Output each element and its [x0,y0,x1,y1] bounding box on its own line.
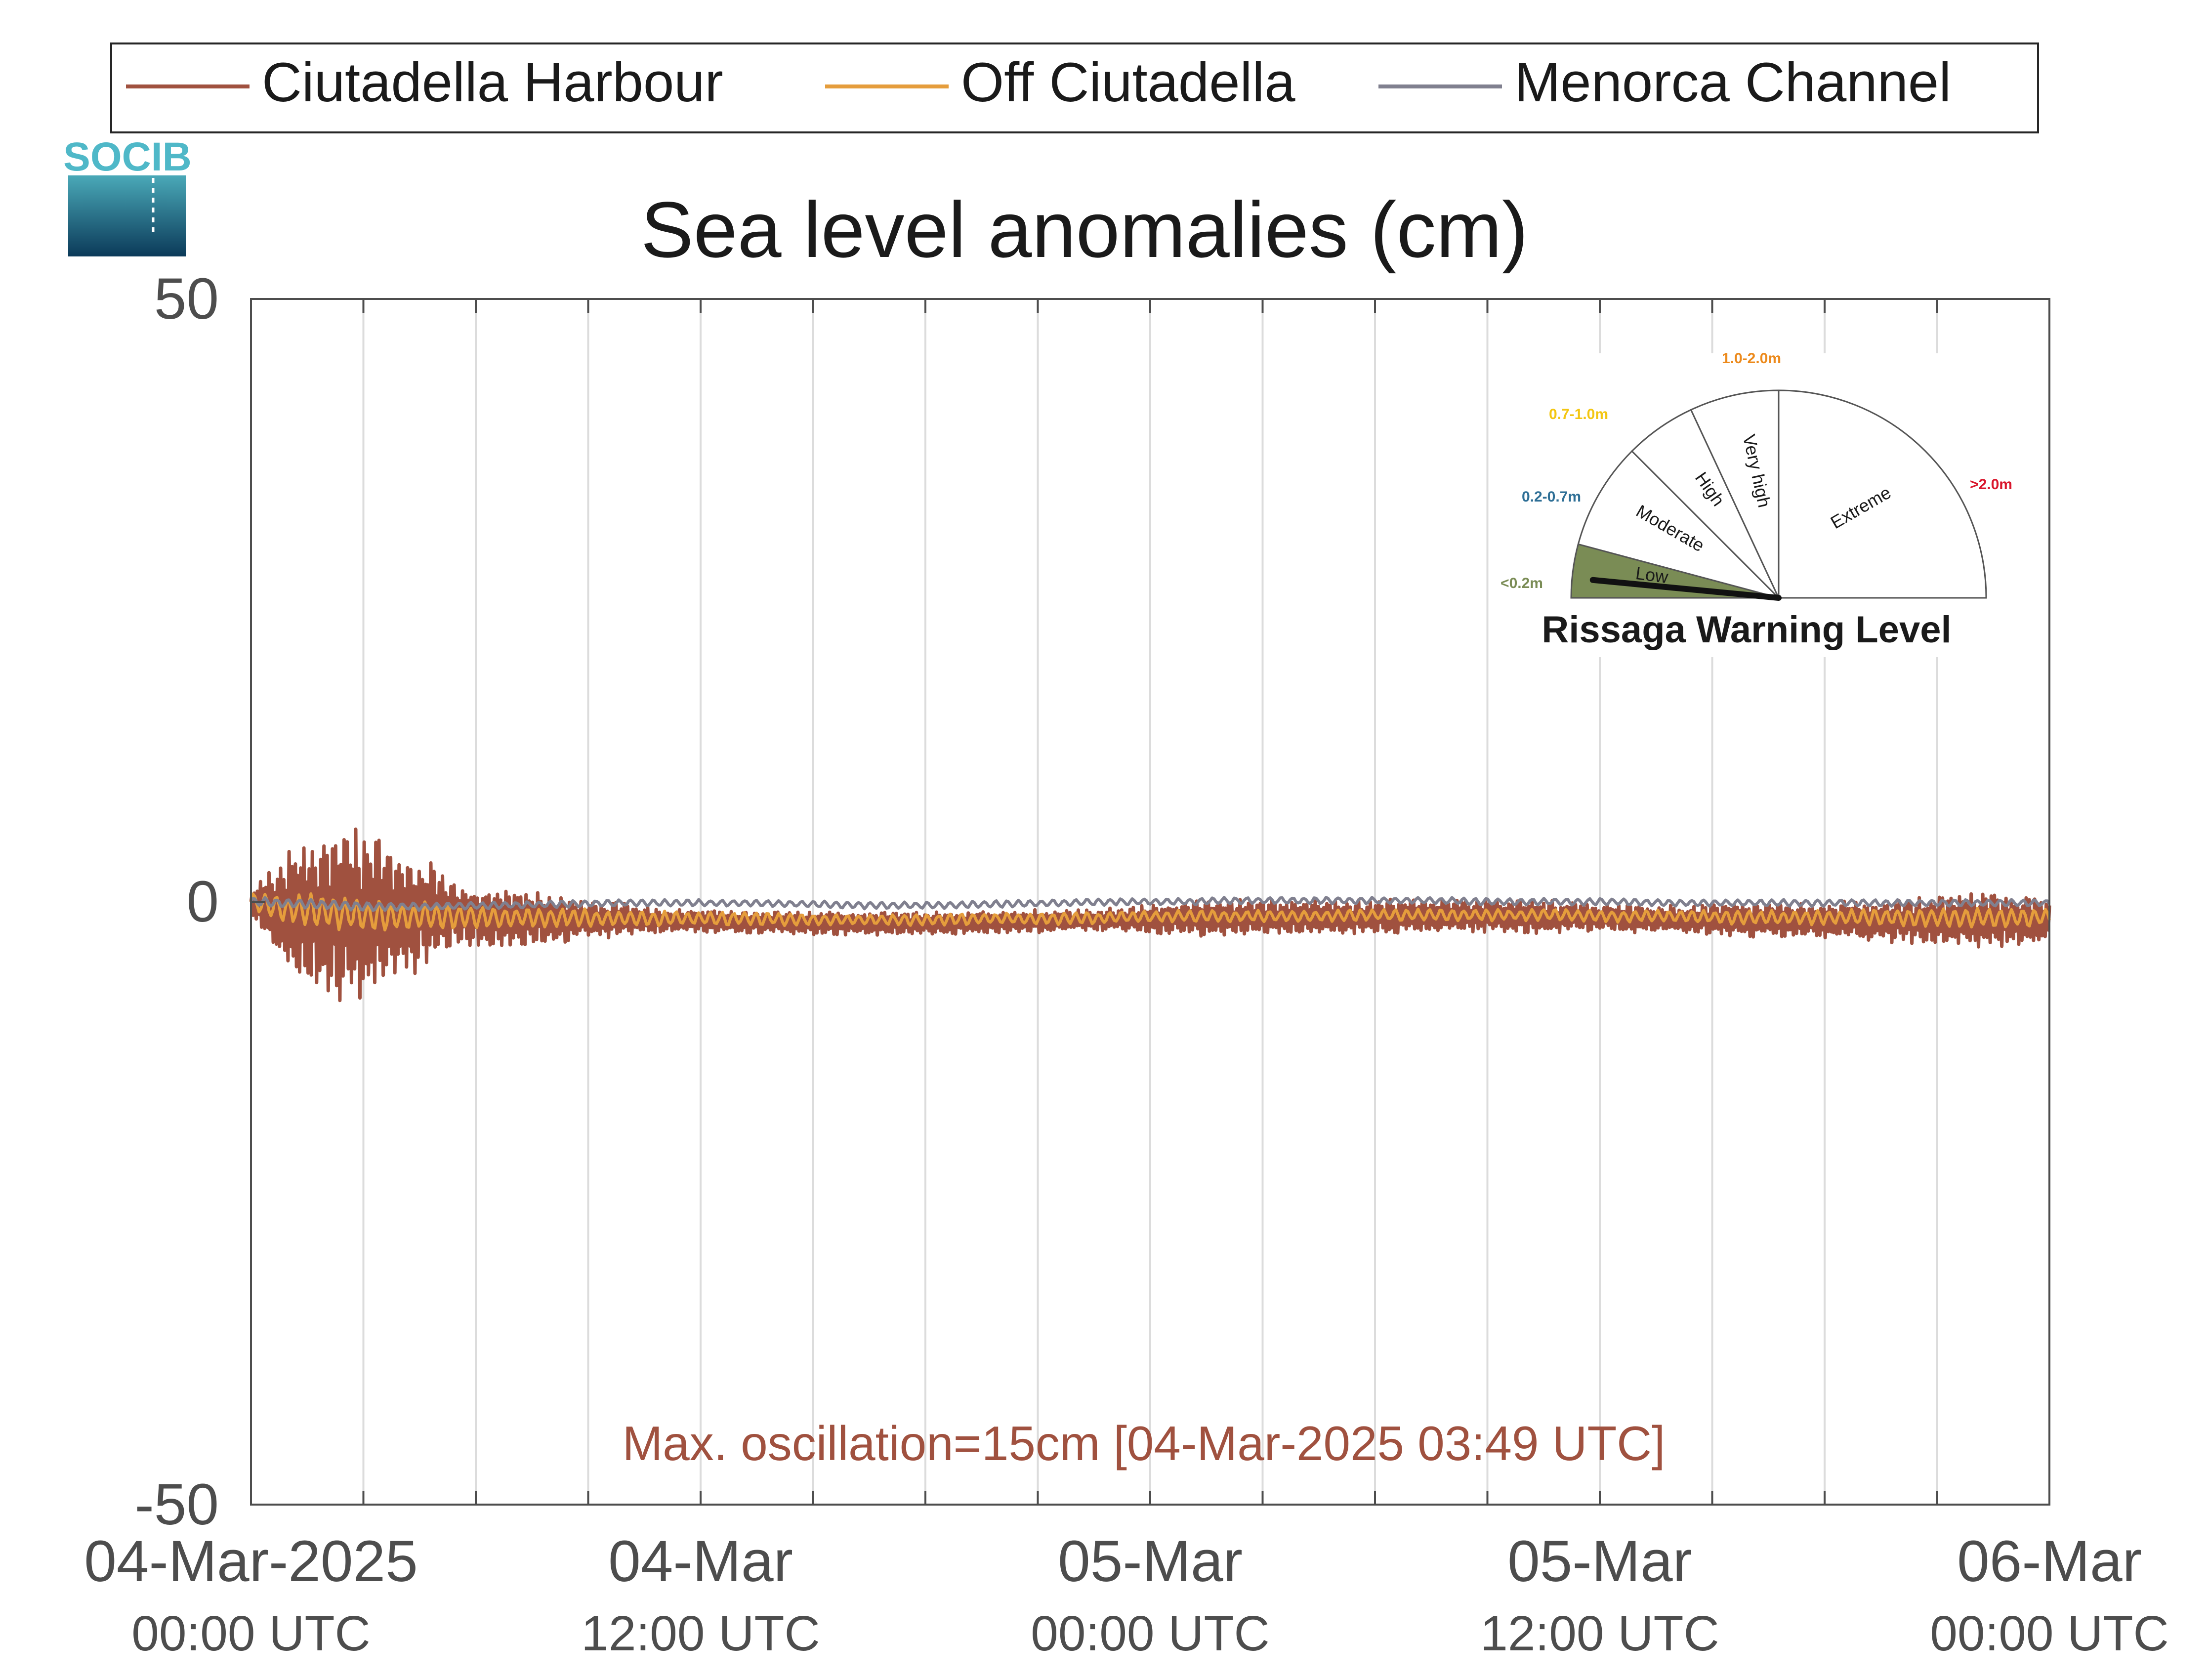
series-line-menorca-channel [250,896,2051,912]
x-tick-label-time: 00:00 UTC [1930,1606,2169,1661]
gauge-range-low: <0.2m [1500,575,1543,591]
socib-logo-text: SOCIB [63,134,192,179]
max-oscillation-annotation: Max. oscillation=15cm [04-Mar-2025 03:49… [623,1416,1666,1470]
y-tick-label: -50 [134,1472,219,1537]
gauge-range-moderate: 0.2-0.7m [1522,489,1581,505]
gauge-sector-moderate [1577,450,1782,599]
legend-label-off-ciutadella: Off Ciutadella [961,51,1295,113]
x-tick-label-date: 06-Mar [1957,1529,2142,1594]
y-tick-label: 0 [186,869,219,934]
series-layer [249,827,2051,1003]
x-tick-label-time: 00:00 UTC [131,1606,371,1661]
x-tick-label-time: 12:00 UTC [581,1606,820,1661]
gauge-needle [1589,577,1782,601]
x-tick-label-time: 00:00 UTC [1031,1606,1270,1661]
y-tick-label: 50 [154,266,219,332]
x-tick-label-date: 05-Mar [1058,1529,1243,1594]
x-tick-label-date: 05-Mar [1507,1529,1692,1594]
x-tick-label-date: 04-Mar-2025 [84,1529,418,1594]
legend-label-menorca-channel: Menorca Channel [1514,51,1951,113]
x-axis-labels: 04-Mar-2025 00:00 UTC 04-Mar 12:00 UTC 05-Ma… [84,1529,2169,1661]
series-line-off-ciutadella [250,892,2051,932]
x-tick-label-time: 12:00 UTC [1480,1606,1719,1661]
gauge-title: Rissaga Warning Level [1542,609,1951,651]
gauge-sector-extreme [1778,389,1987,599]
gauge-range-high: 0.7-1.0m [1549,406,1608,422]
chart-title: Sea level anomalies (cm) [641,185,1528,274]
socib-logo-mark [68,175,186,256]
x-tick-label-date: 04-Mar [608,1529,793,1594]
gauge-sector-very-high [1690,389,1780,598]
legend-label-ciutadella-harbour: Ciutadella Harbour [262,51,723,113]
socib-logo: SOCIB [63,134,192,256]
series-line-ciutadella-harbour [249,827,2051,1003]
tick-layer [251,298,1938,1506]
gauge-range-extreme: >2.0m [1970,476,2012,493]
legend: Ciutadella Harbour Off Ciutadella Menorc… [110,42,2039,133]
y-axis-labels: 50 0 -50 [134,266,219,1537]
legend-box [110,42,2039,133]
gauge-range-very-high: 1.0-2.0m [1722,350,1781,367]
gauge-sector-high [1630,409,1780,599]
